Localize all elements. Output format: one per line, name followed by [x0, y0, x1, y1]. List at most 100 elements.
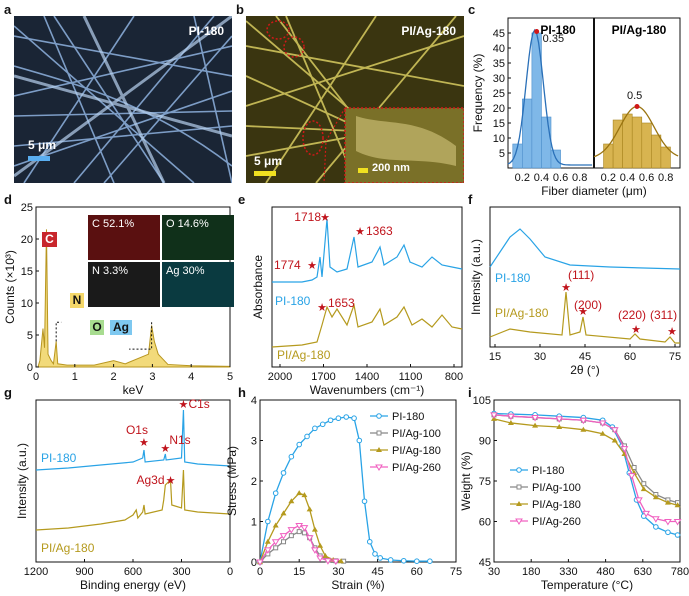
chart-h-point: [319, 421, 326, 428]
chart-i-point: [635, 497, 643, 504]
chart-h-xtick-label: 0: [257, 566, 263, 578]
bar-c-left: [531, 32, 542, 169]
chart-h-legend-label: PI/Ag-260: [392, 462, 441, 474]
chart-h-series-line: [259, 530, 344, 563]
chart-h-legend-label: PI/Ag-180: [392, 445, 441, 457]
chart-h-ytick-label: 2: [251, 476, 257, 488]
xps-peak-c1s: C1s: [188, 397, 209, 411]
chart-g-ylabel: Intensity (a.u.): [15, 443, 29, 519]
chart-i-point: [652, 494, 659, 500]
bar-c-right: [622, 113, 633, 169]
chart-i-point: [651, 516, 660, 523]
chart-h-legend-marker: [376, 413, 382, 419]
ftir-star-1718: ★: [320, 212, 330, 224]
chart-h-point: [288, 498, 295, 504]
chart-i-series-line: [493, 412, 678, 536]
panel-label-c: c: [468, 2, 476, 17]
chart-d-xtick-label: 1: [72, 371, 78, 383]
chart-i-point: [611, 437, 618, 443]
chart-h-point: [361, 498, 368, 505]
chart-h-point: [257, 559, 263, 565]
chart-i-point: [612, 427, 618, 433]
chart-e-xtick-label: 1700: [311, 371, 335, 383]
ftir-piag180: [271, 302, 463, 348]
element-tag-n: N: [70, 293, 84, 308]
xps-pi180: [35, 409, 231, 471]
chart-h-point: [296, 529, 302, 535]
ftir-pi180: [272, 218, 463, 283]
chart-i-point: [556, 413, 563, 420]
chart-e-frame: [271, 206, 463, 368]
chart-h-ytick-label: 0: [251, 557, 257, 569]
chart-c-ytick-label: 35: [493, 58, 505, 70]
panel-label-f: f: [468, 192, 473, 207]
chart-e-xtick-label: 1400: [355, 371, 379, 383]
chart-i-legend-marker: [516, 501, 522, 506]
ftir-peak-1363: 1363: [366, 224, 393, 238]
chart-h-point: [295, 523, 304, 530]
chart-h-legend-label: PI/Ag-100: [392, 428, 441, 440]
chart-c-xlabel: Fiber diameter (μm): [541, 184, 647, 198]
chart-i-legend-label: PI/Ag-180: [532, 499, 581, 511]
chart-c-xtick-label: 0.4: [534, 172, 549, 184]
chart-i-point: [532, 412, 538, 418]
inset-scalebar-label: 200 nm: [372, 162, 410, 174]
chart-h-point: [387, 557, 394, 563]
chart-i-point: [620, 446, 629, 453]
inset-scalebar: [358, 168, 368, 173]
chart-i-series-line: [493, 418, 678, 506]
sample-label-b: PI/Ag-180: [401, 24, 456, 38]
chart-g-frame: [35, 399, 231, 563]
chart-c-ytick-label: 45: [493, 28, 505, 40]
chart-h-point: [301, 492, 308, 498]
chart-h-point: [296, 490, 303, 496]
chart-i-point: [490, 412, 498, 419]
chart-d-ytick-label: 0: [27, 362, 33, 374]
chart-h-point: [317, 553, 323, 559]
chart-i-point: [580, 426, 587, 432]
chart-i-point: [610, 427, 619, 434]
ftir-star-1653: ★: [317, 302, 327, 314]
chart-h-point: [300, 525, 309, 532]
chart-i-point: [599, 417, 606, 424]
fit-c-left: [507, 28, 593, 166]
chart-d-xtick-label: 5: [227, 371, 233, 383]
chart-f-frame: [489, 206, 681, 348]
chart-i-point: [621, 443, 627, 449]
chart-h-point: [287, 527, 296, 534]
chart-i-point: [665, 497, 671, 503]
chart-h-legend-marker: [376, 447, 382, 452]
chart-i-xlabel: Temperature (°C): [541, 578, 633, 592]
xrd-star-220: ★: [631, 324, 641, 336]
map-n: N 3.3%: [88, 262, 160, 307]
chart-d-xtick-label: 4: [188, 371, 194, 383]
chart-i-point: [674, 502, 681, 508]
chart-g-xtick-label: 600: [124, 566, 142, 578]
chart-h-xtick-label: 15: [293, 566, 305, 578]
chart-i-point: [633, 497, 640, 503]
chart-c-xtick-label: 0.8: [658, 172, 673, 184]
chart-i-xtick-label: 330: [559, 566, 577, 578]
xrd-pi180: [489, 228, 681, 270]
chart-i-point: [491, 412, 497, 418]
chart-i-xtick-label: 780: [671, 566, 689, 578]
chart-d-xtick-label: 2: [111, 371, 117, 383]
bar-c-right: [660, 146, 671, 169]
peak-c-right: [634, 104, 640, 109]
xps-peak-n1s: N1s: [169, 433, 190, 447]
chart-h-legend-label: PI-180: [392, 411, 424, 423]
chart-e-xtick-label: 2000: [268, 371, 292, 383]
chart-i-point: [640, 513, 647, 519]
chart-h-point: [372, 551, 378, 557]
chart-f-xtick-label: 75: [669, 351, 681, 363]
element-tag-c: C: [42, 232, 57, 247]
chart-i-point: [531, 415, 539, 422]
chart-i-point: [664, 499, 671, 505]
bar-c-left: [541, 116, 552, 169]
chart-h-legend-marker: [375, 464, 383, 471]
chart-g-xlabel: Binding energy (eV): [80, 578, 186, 592]
scalebar-label-a: 5 μm: [28, 138, 57, 152]
chart-c-xtick-label: 0.6: [639, 172, 654, 184]
chart-f-xtick-label: 30: [534, 351, 546, 363]
chart-i-point: [556, 416, 562, 422]
